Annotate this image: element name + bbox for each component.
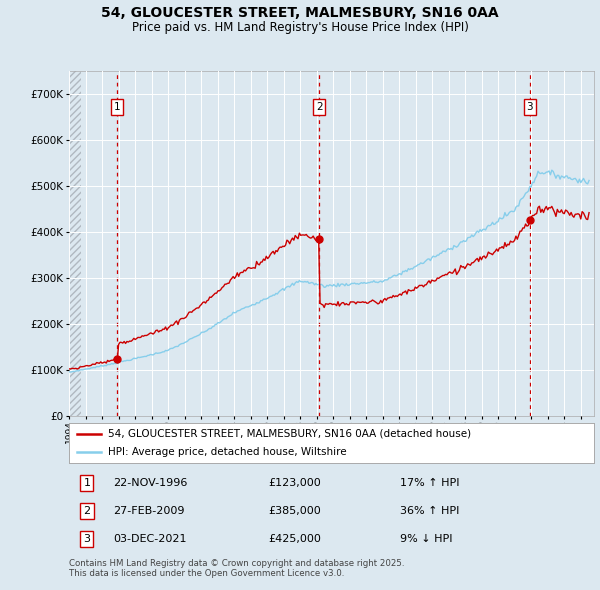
Text: 1: 1 <box>113 102 120 112</box>
Text: £425,000: £425,000 <box>269 534 322 544</box>
Text: 54, GLOUCESTER STREET, MALMESBURY, SN16 0AA (detached house): 54, GLOUCESTER STREET, MALMESBURY, SN16 … <box>109 429 472 439</box>
Text: 3: 3 <box>83 534 91 544</box>
Text: 1: 1 <box>83 478 91 488</box>
Text: 22-NOV-1996: 22-NOV-1996 <box>113 478 188 488</box>
Text: 03-DEC-2021: 03-DEC-2021 <box>113 534 187 544</box>
Text: 27-FEB-2009: 27-FEB-2009 <box>113 506 185 516</box>
Text: 3: 3 <box>527 102 533 112</box>
Text: 2: 2 <box>83 506 91 516</box>
Bar <box>69 71 80 416</box>
Text: £123,000: £123,000 <box>269 478 321 488</box>
Text: 54, GLOUCESTER STREET, MALMESBURY, SN16 0AA: 54, GLOUCESTER STREET, MALMESBURY, SN16 … <box>101 6 499 20</box>
Text: 17% ↑ HPI: 17% ↑ HPI <box>400 478 459 488</box>
Text: 2: 2 <box>316 102 323 112</box>
Text: 9% ↓ HPI: 9% ↓ HPI <box>400 534 452 544</box>
Text: £385,000: £385,000 <box>269 506 321 516</box>
Text: 36% ↑ HPI: 36% ↑ HPI <box>400 506 459 516</box>
Text: HPI: Average price, detached house, Wiltshire: HPI: Average price, detached house, Wilt… <box>109 447 347 457</box>
Text: Price paid vs. HM Land Registry's House Price Index (HPI): Price paid vs. HM Land Registry's House … <box>131 21 469 34</box>
Text: Contains HM Land Registry data © Crown copyright and database right 2025.
This d: Contains HM Land Registry data © Crown c… <box>69 559 404 578</box>
